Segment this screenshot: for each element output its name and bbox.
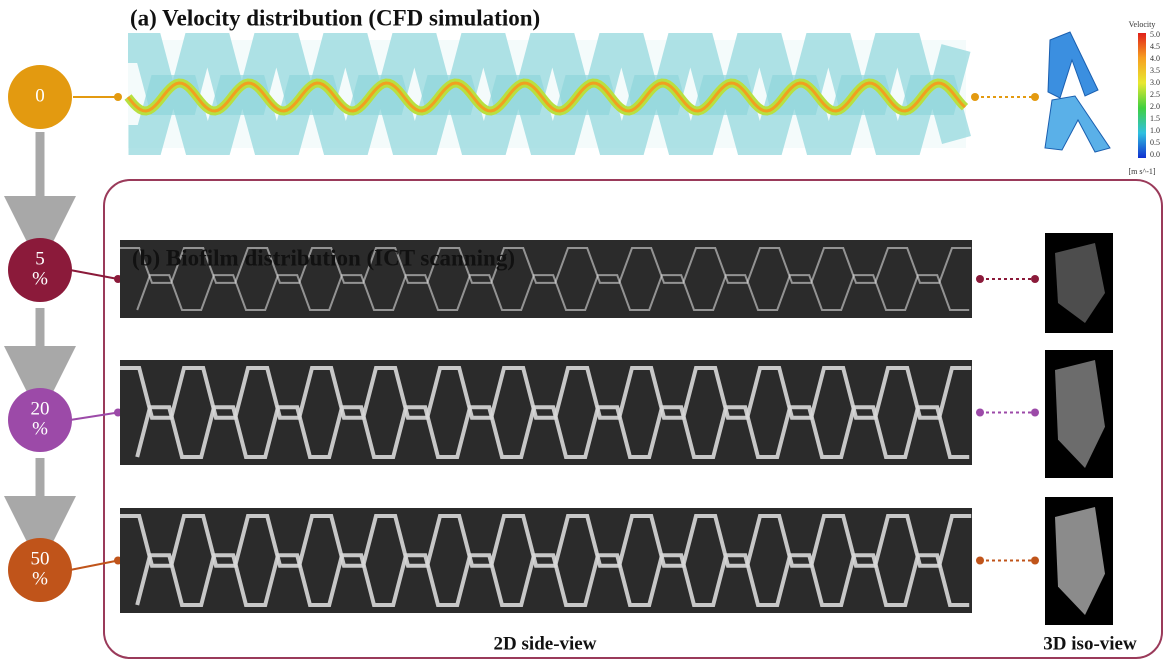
colorbar-tick: 0.5 xyxy=(1150,138,1160,147)
velocity-3d xyxy=(1048,32,1098,98)
colorbar-tick: 2.0 xyxy=(1150,102,1160,111)
connector xyxy=(70,270,118,279)
velocity-3d xyxy=(1045,96,1110,152)
colorbar-tick: 0.0 xyxy=(1150,150,1160,159)
connector-dot xyxy=(1031,93,1039,101)
connector-dot xyxy=(971,93,979,101)
colorbar-tick: 1.0 xyxy=(1150,126,1160,135)
connector-dot xyxy=(1031,409,1039,417)
stage-label: % xyxy=(32,418,48,439)
connector-dot xyxy=(976,557,984,565)
figure: (a) Velocity distribution (CFD simulatio… xyxy=(0,0,1166,661)
stage-label: 20 xyxy=(31,398,50,419)
connector-dot xyxy=(976,275,984,283)
stage-label: 50 xyxy=(31,548,50,569)
connector xyxy=(70,413,118,421)
iso-view-label: 3D iso-view xyxy=(1043,633,1137,654)
side-view-label: 2D side-view xyxy=(494,633,597,654)
connector-dot xyxy=(1031,557,1039,565)
colorbar-tick: 2.5 xyxy=(1150,90,1160,99)
connector-dot xyxy=(976,409,984,417)
stage-label: % xyxy=(32,568,48,589)
stage-label: % xyxy=(32,268,48,289)
colorbar-tick: 3.5 xyxy=(1150,66,1160,75)
colorbar-tick: 5.0 xyxy=(1150,30,1160,39)
connector xyxy=(70,561,118,571)
connector-dot xyxy=(1031,275,1039,283)
colorbar-tick: 4.0 xyxy=(1150,54,1160,63)
connector-dot xyxy=(114,93,122,101)
colorbar-tick: 4.5 xyxy=(1150,42,1160,51)
colorbar xyxy=(1138,33,1146,158)
colorbar-unit: [m s^-1] xyxy=(1128,167,1155,176)
colorbar-tick: 3.0 xyxy=(1150,78,1160,87)
stage-label: 5 xyxy=(35,248,45,269)
panel-b-title: (b) Biofilm distribution (ICT scanning) xyxy=(132,245,515,270)
colorbar-tick: 1.5 xyxy=(1150,114,1160,123)
stage-label: 0 xyxy=(35,85,45,106)
panel-a-title: (a) Velocity distribution (CFD simulatio… xyxy=(130,5,540,30)
colorbar-title: Velocity xyxy=(1129,20,1156,29)
